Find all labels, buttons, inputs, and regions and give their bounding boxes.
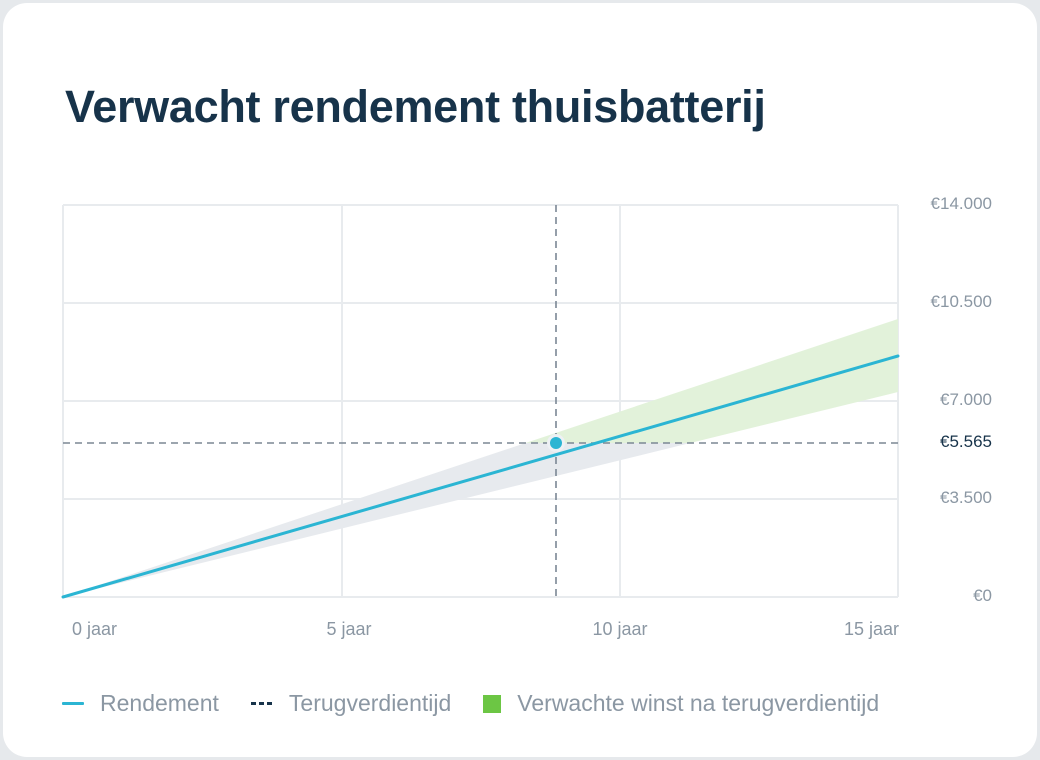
y-axis: €14.000 €10.500 €7.000 €5.565 €3.500 €0 <box>931 194 992 605</box>
x-tick-label: 0 jaar <box>72 619 117 639</box>
square-swatch-icon <box>483 694 502 713</box>
y-tick-label: €14.000 <box>931 194 992 213</box>
x-tick-label: 10 jaar <box>592 619 647 639</box>
payback-point[interactable] <box>550 437 562 449</box>
y-tick-label: €7.000 <box>940 390 992 409</box>
y-tick-label: €10.500 <box>931 292 992 311</box>
x-tick-label: 15 jaar <box>844 619 899 639</box>
legend-label: Rendement <box>100 690 219 716</box>
legend-item-terugverdientijd[interactable]: Terugverdientijd <box>250 690 452 717</box>
legend-item-rendement[interactable]: Rendement <box>62 690 219 717</box>
line-swatch-icon <box>62 702 84 705</box>
payback-value-label: €5.565 <box>940 432 992 451</box>
legend-item-verwachte-winst[interactable]: Verwachte winst na terugverdientijd <box>483 690 879 717</box>
gridlines <box>62 204 899 598</box>
legend-label: Terugverdientijd <box>288 690 452 716</box>
legend-label: Verwachte winst na terugverdientijd <box>517 690 880 716</box>
chart-legend: Rendement Terugverdientijd Verwachte win… <box>62 690 911 717</box>
band-area-green <box>525 319 898 443</box>
x-axis: 0 jaar 5 jaar 10 jaar 15 jaar <box>72 619 899 639</box>
chart-title: Verwacht rendement thuisbatterij <box>65 81 766 132</box>
y-tick-label: €0 <box>973 586 992 605</box>
y-tick-label: €3.500 <box>940 488 992 507</box>
rendement-line <box>61 354 900 599</box>
x-tick-label: 5 jaar <box>326 619 371 639</box>
dashed-line-swatch-icon <box>250 702 273 705</box>
band-area-gray <box>63 443 691 597</box>
